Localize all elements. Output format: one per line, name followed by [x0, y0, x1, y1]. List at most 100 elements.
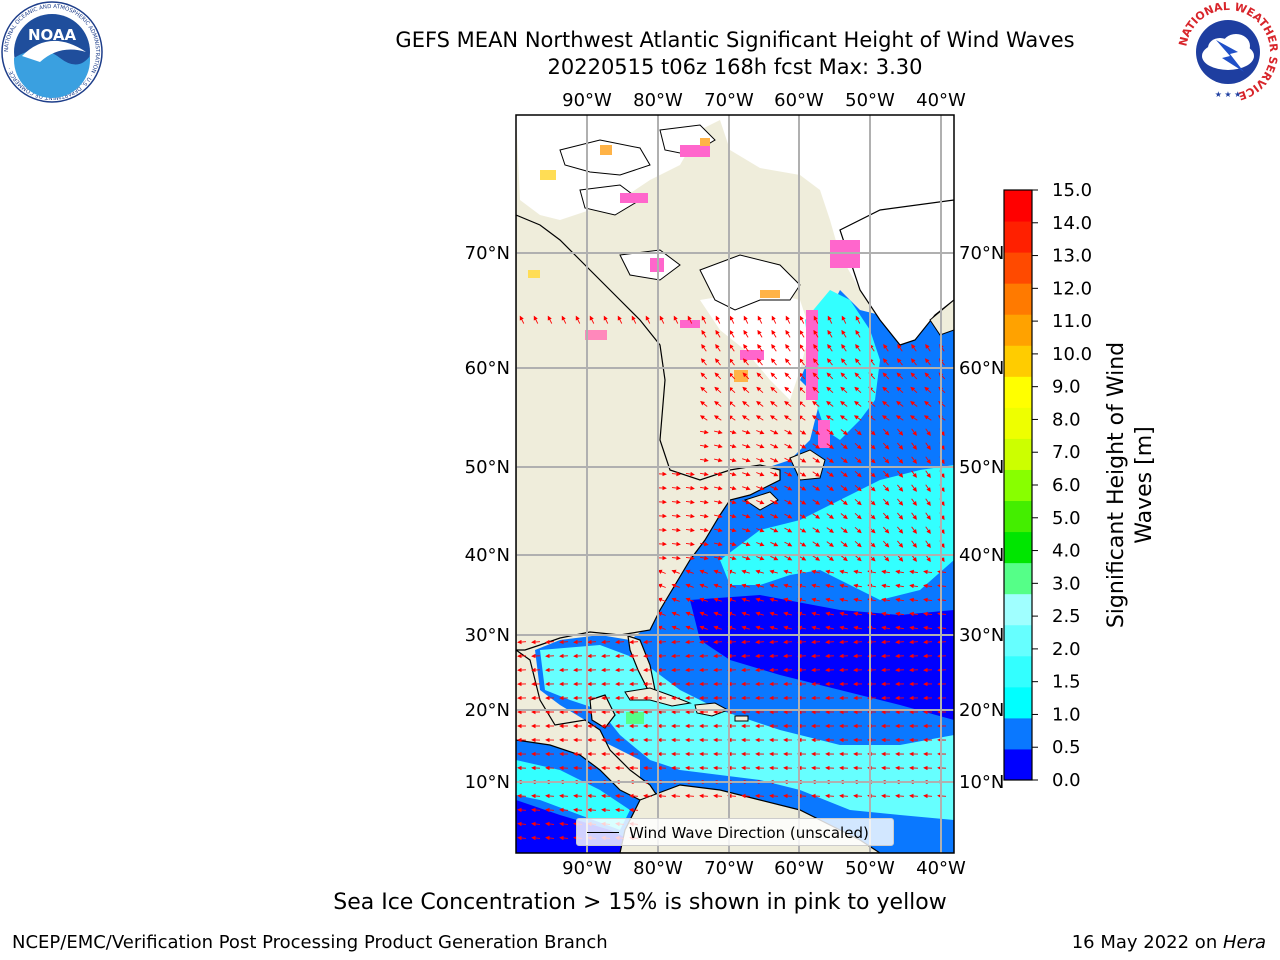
- wind-wave-arrow: [657, 625, 666, 630]
- wind-wave-arrow: [770, 429, 779, 435]
- wind-wave-arrow: [825, 625, 835, 631]
- lat-labels-left: 70°N 60°N 50°N 40°N 30°N 20°N 10°N: [465, 243, 510, 793]
- wind-wave-arrow: [756, 486, 765, 491]
- wind-wave-arrow: [811, 597, 821, 603]
- colorbar-tick-label: 12.0: [1052, 278, 1092, 299]
- wind-wave-arrow: [783, 569, 793, 575]
- wind-wave-arrow: [925, 343, 931, 352]
- wind-wave-arrow: [770, 499, 779, 505]
- wind-wave-arrow: [769, 569, 778, 575]
- lon-labels-bottom: 90°W 80°W 70°W 60°W 50°W 40°W: [562, 858, 966, 879]
- wind-wave-arrow: [896, 358, 903, 366]
- wind-wave-arrow: [909, 625, 918, 631]
- wind-wave-arrow: [756, 528, 765, 533]
- wind-wave-arrow: [757, 343, 763, 352]
- wind-wave-arrow: [685, 583, 694, 588]
- wind-wave-arrow: [713, 457, 723, 463]
- wind-wave-arrow: [924, 400, 932, 407]
- wind-wave-arrow: [784, 485, 793, 491]
- wind-wave-arrow: [559, 639, 569, 645]
- wind-wave-arrow: [517, 821, 527, 827]
- wind-wave-arrow: [769, 583, 778, 589]
- wind-wave-arrow: [742, 514, 751, 519]
- wind-wave-arrow: [756, 514, 765, 519]
- wind-wave-arrow: [784, 527, 793, 533]
- wind-wave-arrow: [812, 372, 820, 380]
- wind-wave-arrow: [882, 554, 890, 562]
- wind-wave-arrow: [911, 484, 917, 492]
- wind-wave-arrow: [671, 625, 680, 630]
- wind-wave-arrow: [925, 540, 931, 549]
- wind-wave-arrow: [699, 569, 708, 574]
- wind-wave-arrow: [700, 555, 709, 561]
- wind-wave-arrow: [882, 400, 890, 407]
- lon-label-top-80w: 80°W: [633, 90, 683, 111]
- wind-wave-arrow: [713, 429, 723, 435]
- wind-wave-arrow: [713, 555, 723, 561]
- wind-wave-arrow: [700, 443, 709, 449]
- wind-wave-arrow: [756, 458, 765, 463]
- wind-wave-arrow: [673, 315, 679, 324]
- wind-wave-arrow: [671, 569, 680, 574]
- wind-wave-arrow: [545, 835, 555, 841]
- wind-wave-arrow: [699, 583, 708, 588]
- sea-ice-patches: [528, 138, 860, 448]
- wind-wave-arrow: [770, 457, 779, 463]
- wind-wave-arrow: [713, 625, 722, 630]
- wind-wave-arrow: [756, 386, 764, 394]
- wind-wave-arrow: [545, 821, 555, 827]
- wind-wave-arrow: [925, 498, 931, 507]
- wind-wave-arrow: [909, 793, 919, 799]
- colorbar-tick-label: 11.0: [1052, 311, 1092, 332]
- wind-wave-arrow: [911, 428, 917, 436]
- wind-wave-arrow: [784, 555, 793, 561]
- wind-wave-arrow: [587, 793, 597, 799]
- wind-wave-arrow: [561, 315, 567, 324]
- sea-ice-caption: Sea Ice Concentration > 15% is shown in …: [333, 890, 947, 915]
- wind-wave-arrow: [645, 315, 651, 324]
- wind-wave-arrow: [826, 485, 834, 491]
- wind-wave-arrow: [713, 583, 722, 588]
- wind-wave-arrow: [671, 513, 681, 519]
- colorbar-tick-label: 2.0: [1052, 639, 1081, 660]
- wind-wave-arrow: [909, 639, 919, 645]
- wind-wave-arrow: [741, 793, 751, 799]
- wind-wave-arrow: [671, 793, 681, 799]
- wind-wave-arrow: [923, 625, 933, 631]
- wind-wave-arrow: [811, 611, 821, 617]
- wind-wave-arrow: [854, 372, 862, 380]
- colorbar-segment: [1004, 717, 1032, 750]
- wind-wave-arrow: [713, 499, 723, 505]
- wind-wave-arrow: [799, 329, 805, 338]
- colorbar-label-line1: Significant Height of Wind: [1104, 342, 1129, 628]
- wind-wave-arrow: [853, 793, 863, 799]
- wind-wave-arrow: [657, 639, 667, 645]
- lon-label-bottom-90w: 90°W: [562, 858, 612, 879]
- wind-wave-arrow: [840, 471, 848, 478]
- wind-wave-arrow: [657, 597, 666, 602]
- wind-wave-arrow: [713, 471, 723, 477]
- wind-wave-arrow: [700, 457, 709, 463]
- wind-wave-arrow: [589, 315, 595, 324]
- wind-wave-arrow: [911, 540, 917, 548]
- wind-wave-arrow: [854, 358, 861, 366]
- wind-wave-arrow: [881, 611, 890, 617]
- wind-wave-arrow: [615, 793, 625, 799]
- wind-wave-arrow: [895, 625, 904, 631]
- colorbar-tick-label: 13.0: [1052, 246, 1092, 267]
- wind-wave-arrow: [923, 415, 932, 421]
- wind-wave-arrow: [729, 315, 735, 324]
- lat-label-right-30n: 30°N: [959, 625, 1004, 646]
- wind-wave-arrow: [897, 456, 904, 464]
- wind-wave-arrow: [769, 611, 778, 617]
- wind-wave-arrow: [882, 540, 890, 548]
- lon-labels-top: 90°W 80°W 70°W 60°W 50°W 40°W: [562, 90, 966, 111]
- wind-wave-arrow: [896, 400, 904, 407]
- wind-wave-arrow: [839, 415, 848, 421]
- wind-wave-arrow: [826, 527, 834, 533]
- wind-wave-arrow: [685, 625, 694, 630]
- wind-wave-arrow: [700, 429, 709, 435]
- wind-wave-arrow: [925, 512, 931, 521]
- wind-wave-arrow: [728, 358, 735, 366]
- wind-wave-arrow: [713, 485, 723, 491]
